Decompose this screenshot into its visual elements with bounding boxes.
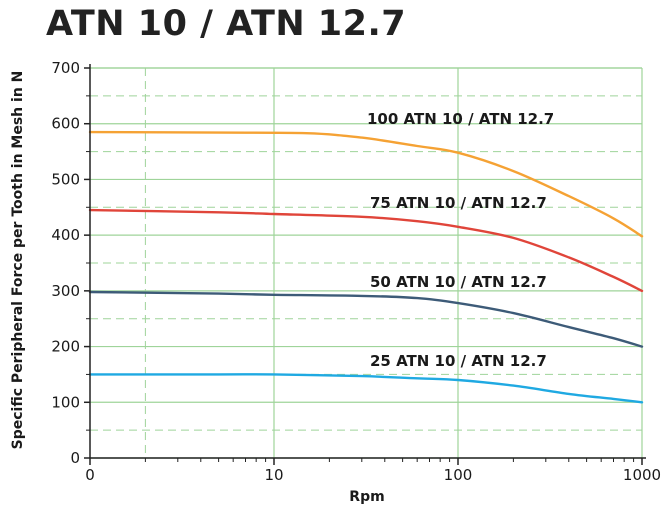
- x-tick-label: 100: [444, 466, 473, 484]
- axes: [84, 64, 646, 465]
- grid: [90, 67, 643, 459]
- chart-title: ATN 10 / ATN 12.7: [46, 4, 407, 44]
- series-line-1: [88, 130, 644, 238]
- y-tick-label: 400: [51, 226, 80, 244]
- x-tick-label: 0: [85, 466, 95, 484]
- y-axis-label: Specific Peripheral Force per Tooth in M…: [10, 71, 26, 450]
- series-label-1: 100 ATN 10 / ATN 12.7: [367, 110, 554, 128]
- y-tick-label: 700: [51, 59, 80, 77]
- tick-labels: 0 100 200 300 400 500 600 700 0 10 100 1000 100 ATN …: [51, 59, 661, 484]
- y-tick-label: 500: [51, 170, 80, 188]
- y-tick-label: 0: [70, 449, 80, 467]
- series-line-4: [88, 373, 644, 404]
- series-line-3: [88, 290, 644, 348]
- y-tick-label: 200: [51, 338, 80, 356]
- series-label-2: 75 ATN 10 / ATN 12.7: [370, 194, 547, 212]
- series-line-2: [88, 208, 644, 293]
- y-tick-label: 600: [51, 115, 80, 133]
- y-tick-label: 300: [51, 282, 80, 300]
- x-tick-label: 1000: [623, 466, 661, 484]
- series-lines: [88, 130, 644, 404]
- y-tick-label: 100: [51, 393, 80, 411]
- series-label-4: 25 ATN 10 / ATN 12.7: [370, 352, 547, 370]
- x-axis-label: Rpm: [349, 489, 384, 505]
- x-tick-label: 10: [264, 466, 283, 484]
- series-label-3: 50 ATN 10 / ATN 12.7: [370, 273, 547, 291]
